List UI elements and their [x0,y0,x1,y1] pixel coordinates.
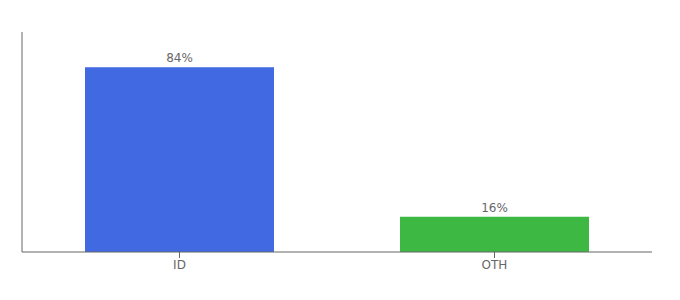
svg-text:84%: 84% [166,51,193,65]
svg-text:ID: ID [173,258,186,272]
svg-text:16%: 16% [481,201,508,215]
svg-text:OTH: OTH [482,258,508,272]
